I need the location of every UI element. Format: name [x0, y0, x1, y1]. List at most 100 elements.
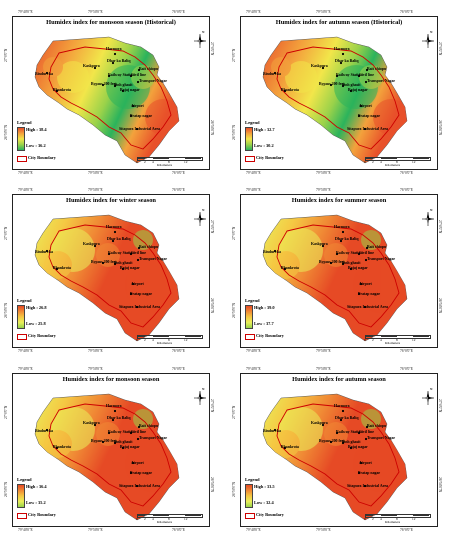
scale-tick-label: 4: [152, 160, 154, 164]
place-marker: [107, 74, 111, 78]
place-label: Bhankrota: [53, 266, 71, 270]
bottom-coordinate-label: 79°40'0"E: [246, 171, 261, 175]
place-marker: [364, 437, 368, 441]
left-coordinate-label: 27°0'0"N: [4, 226, 8, 240]
bottom-coordinate-label: 79°40'0"E: [18, 171, 33, 175]
top-coordinate-label: 79°50'0"E: [88, 188, 103, 192]
scale-tick-label: 12: [412, 517, 416, 521]
place-marker: [135, 127, 139, 131]
scale-tick-label: 0: [136, 160, 138, 164]
scale-tick-label: 2: [372, 338, 374, 342]
place-marker: [135, 484, 139, 488]
place-label: Pratap nagar: [358, 292, 381, 296]
right-coordinate-label: 27°0'0"N: [210, 220, 214, 234]
bottom-coordinate-label: 79°50'0"E: [88, 171, 103, 175]
scale-bar-segment: [413, 335, 429, 337]
place-marker: [101, 83, 105, 87]
place-label: Dhar ka Baliq: [335, 59, 359, 63]
place-marker: [129, 431, 133, 435]
place-label: Kaskpura: [83, 242, 100, 246]
place-label: Bajaj nagar: [120, 88, 140, 92]
place-label: Bajaj nagar: [120, 445, 140, 449]
place-marker: [341, 262, 345, 266]
scale-tick-label: 2: [144, 338, 146, 342]
scale-bar-segment: [153, 335, 169, 337]
place-label: Bypass 200 feet: [91, 439, 117, 443]
place-marker: [55, 446, 59, 450]
city-boundary-swatch: [245, 334, 255, 340]
place-marker: [329, 83, 333, 87]
legend-title: Legend: [245, 120, 260, 125]
scale-tick-label: 8: [396, 160, 398, 164]
scale-tick-label: 12: [184, 338, 188, 342]
place-label: Bhankrota: [281, 445, 299, 449]
legend-low-value: Low : 35.2: [26, 500, 46, 505]
place-label: Sitapura Industrial Area: [119, 305, 161, 309]
scale-bar-unit: Kilometers: [157, 520, 173, 524]
map-legend: Legend High : 26.8 Low : 25.8 City Boundary: [17, 298, 77, 344]
place-label: Sinh ghasit: [114, 83, 133, 87]
left-coordinate-label: 26°50'0"N: [232, 481, 236, 497]
map-title: Humidex index for autumn season (Histori…: [275, 19, 403, 26]
place-label: Bajaj nagar: [348, 445, 368, 449]
legend-color-ramp: [17, 484, 25, 508]
map-frame: Humidex index for monsoon season (Histor…: [12, 16, 210, 170]
map-title: Humidex index for autumn season: [292, 376, 386, 383]
map-frame: Humidex index for autumn season (Histori…: [240, 16, 438, 170]
right-coordinate-label: 26°50'0"N: [438, 298, 442, 314]
left-coordinate-label: 26°50'0"N: [4, 302, 8, 318]
right-coordinate-label: 26°50'0"N: [210, 298, 214, 314]
scale-bar-segment: [185, 157, 201, 159]
place-label: Bypass 200 feet: [91, 260, 117, 264]
right-coordinate-label: 26°50'0"N: [210, 120, 214, 136]
place-label: Bhankrota: [53, 445, 71, 449]
scale-bar-outline: [365, 335, 431, 339]
place-label: Airport: [131, 282, 144, 286]
bottom-coordinate-label: 79°50'0"E: [88, 349, 103, 353]
top-coordinate-label: 79°40'0"E: [18, 10, 33, 14]
place-label: Transport Nagar: [367, 79, 396, 83]
left-coordinate-label: 26°50'0"N: [232, 302, 236, 318]
top-coordinate-label: 76°0'0"E: [172, 10, 185, 14]
legend-title: Legend: [245, 298, 260, 303]
place-label: Transport Nagar: [367, 257, 396, 261]
scale-tick-label: 8: [168, 160, 170, 164]
city-boundary: [276, 46, 400, 150]
place-label: Railway Station: [108, 430, 135, 434]
place-marker: [113, 52, 117, 56]
city-boundary-swatch: [17, 156, 27, 162]
city-boundary-label: City Boundary: [28, 155, 56, 160]
place-marker: [341, 230, 345, 234]
place-marker: [341, 52, 345, 56]
place-label: Sinh ghasit: [342, 440, 361, 444]
bottom-coordinate-label: 79°40'0"E: [246, 349, 261, 353]
place-marker: [329, 440, 333, 444]
top-coordinate-label: 76°0'0"E: [172, 367, 185, 371]
place-label: Bypass 200 feet: [319, 82, 345, 86]
scale-tick-label: 12: [412, 338, 416, 342]
place-marker: [55, 267, 59, 271]
place-label: Bindurvka: [35, 72, 53, 76]
place-marker: [113, 84, 117, 88]
place-marker: [111, 418, 115, 422]
top-coordinate-label: 79°40'0"E: [246, 10, 261, 14]
scale-bar: 0 2 4 8 12 Kilometers: [364, 335, 431, 345]
scale-tick-label: 12: [184, 517, 188, 521]
place-marker: [113, 441, 117, 445]
place-marker: [357, 74, 361, 78]
place-label: Transport Nagar: [139, 436, 168, 440]
map-legend: Legend High : 33.5 Low : 32.4 City Boundary: [245, 477, 305, 523]
place-marker: [365, 68, 369, 72]
city-boundary-swatch: [17, 513, 27, 519]
right-coordinate-label: 26°50'0"N: [210, 477, 214, 493]
place-marker: [357, 471, 361, 475]
place-label: Sitapura Industrial Area: [119, 484, 161, 488]
scale-bar: 0 2 4 8 12 Kilometers: [136, 157, 203, 167]
place-label: Harmora: [106, 47, 122, 51]
place-marker: [364, 258, 368, 262]
place-label: Railway Station: [336, 73, 363, 77]
city-boundary-label: City Boundary: [256, 333, 284, 338]
north-arrow-icon: N: [421, 387, 435, 406]
left-coordinate-label: 26°50'0"N: [4, 481, 8, 497]
north-arrow-icon: N: [193, 30, 207, 49]
